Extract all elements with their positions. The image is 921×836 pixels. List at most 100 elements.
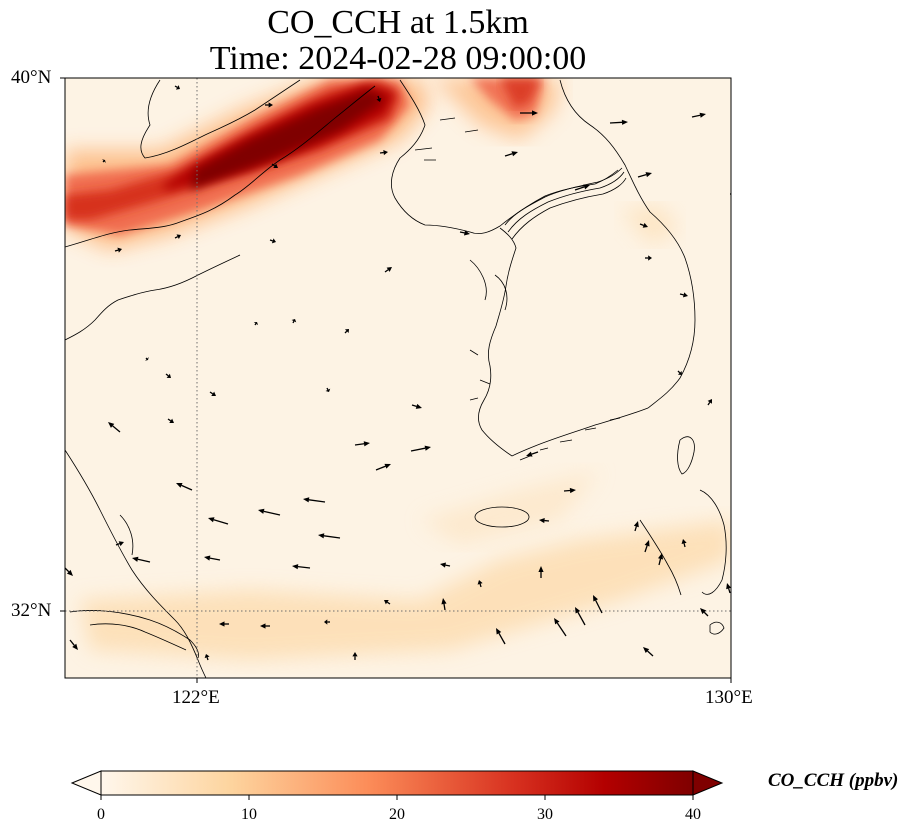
wind-vector-shaft	[344, 330, 348, 334]
wind-vector-head	[211, 391, 216, 396]
wind-vector-head	[260, 623, 266, 629]
wind-vector-shaft	[531, 451, 539, 455]
wind-vector-shaft	[377, 95, 380, 99]
colorbar-extend-low	[70, 770, 102, 796]
wind-vector-shaft	[644, 545, 648, 553]
wind-vector-shaft	[634, 526, 637, 532]
wind-vector-shaft	[115, 543, 120, 546]
wind-vector-head	[699, 112, 706, 118]
wind-vector-head	[526, 451, 533, 457]
graticule	[65, 78, 731, 678]
wind-vector-head	[175, 85, 180, 90]
wind-vector-shaft	[308, 499, 326, 503]
wind-vector-shaft	[297, 566, 311, 569]
wind-vector-head	[102, 159, 106, 163]
wind-vector-head	[176, 234, 181, 239]
wind-vector-head	[415, 403, 422, 409]
wind-vector-head	[383, 149, 388, 156]
wind-vector-head	[643, 647, 650, 653]
wind-vector-shaft	[504, 153, 513, 157]
wind-vector-shaft	[209, 557, 221, 561]
wind-vector-head	[204, 555, 211, 561]
wind-vector-shaft	[411, 404, 417, 407]
lat-tick-label-32n: 32°N	[11, 600, 52, 621]
wind-vector-shaft	[459, 231, 465, 234]
wind-vector-head	[645, 172, 652, 178]
wind-vector-head	[344, 329, 349, 334]
wind-vector-shaft	[174, 85, 178, 88]
wind-vector-shaft	[213, 519, 229, 525]
wind-vector-shaft	[263, 510, 281, 516]
wind-vector-head	[318, 533, 325, 539]
wind-vector-shaft	[639, 223, 644, 226]
wind-vector-shaft	[384, 269, 389, 273]
wind-vector-shaft	[137, 558, 151, 563]
wind-vector-head	[363, 441, 370, 447]
wind-vector-head	[253, 322, 259, 326]
wind-vector-head	[292, 564, 299, 570]
wind-vector-head	[118, 541, 124, 547]
wind-vector-shaft	[167, 418, 172, 422]
wind-vector-head	[145, 357, 149, 361]
wind-vector-shaft	[595, 600, 603, 614]
lat-tick-label-40n: 40°N	[11, 67, 52, 88]
map-frame	[64, 77, 732, 679]
wind-vector-shaft	[271, 163, 276, 167]
wind-vector-head	[108, 422, 115, 428]
wind-vector-head	[66, 569, 73, 576]
wind-vector-shaft	[479, 583, 482, 588]
wind-vector-shaft	[174, 236, 178, 239]
wind-vector-shaft	[65, 567, 70, 573]
wind-vector-head	[658, 553, 664, 560]
wind-vector-head	[554, 618, 560, 625]
axis-ticks	[60, 77, 732, 683]
wind-vector-shaft	[165, 373, 169, 377]
wind-vector-shaft	[679, 293, 684, 296]
colorbar-gradient	[101, 771, 693, 795]
wind-vector-head	[538, 566, 544, 572]
wind-vector-head	[384, 463, 391, 469]
wind-vector-head	[166, 373, 171, 378]
coastlines	[65, 79, 727, 678]
wind-vector-head	[303, 497, 310, 503]
wind-vector-head	[539, 517, 545, 524]
colorbar	[70, 770, 724, 800]
wind-vector-shaft	[577, 611, 586, 626]
wind-vector-shaft	[386, 601, 391, 605]
wind-vector-shaft	[647, 650, 654, 657]
colorbar-tick-30: 30	[537, 806, 553, 823]
wind-vector-head	[463, 230, 470, 236]
wind-vector-shaft	[556, 622, 567, 637]
wind-vector-shaft	[703, 611, 709, 617]
wind-vector-head	[324, 619, 328, 625]
wind-vector-head	[575, 607, 581, 614]
wind-vectors	[65, 85, 731, 661]
wind-vector-head	[72, 643, 78, 650]
wind-vector-shaft	[206, 657, 209, 661]
wind-vector-shaft	[181, 484, 193, 491]
wind-vector-head	[384, 600, 389, 605]
colorbar-extend-high	[692, 770, 724, 796]
wind-vector-head	[644, 540, 650, 547]
wind-vector-head	[268, 102, 273, 108]
colorbar-label: CO_CCH (ppbv)	[768, 770, 899, 791]
wind-vector-head	[441, 598, 447, 605]
map-title-line2: Time: 2024-02-28 09:00:00	[209, 40, 587, 77]
colorbar-tick-0: 0	[97, 806, 105, 823]
wind-vector-head	[117, 247, 122, 253]
colorbar-tick-10: 10	[241, 806, 257, 823]
wind-vector-head	[511, 151, 518, 157]
wind-vector-shaft	[574, 186, 585, 191]
wind-vector-head	[700, 608, 707, 615]
wind-vector-shaft	[677, 370, 681, 374]
wind-vector-shaft	[445, 564, 451, 567]
wind-vector-shaft	[637, 174, 647, 178]
wind-vector-shaft	[292, 320, 295, 324]
wind-vector-shaft	[707, 401, 711, 406]
map-title-line1: CO_CCH at 1.5km	[267, 4, 529, 41]
wind-vector-head	[271, 238, 276, 244]
wind-vector-head	[677, 370, 682, 375]
wind-vector-head	[204, 654, 210, 659]
lon-tick-label-130e: 130°E	[705, 687, 753, 708]
